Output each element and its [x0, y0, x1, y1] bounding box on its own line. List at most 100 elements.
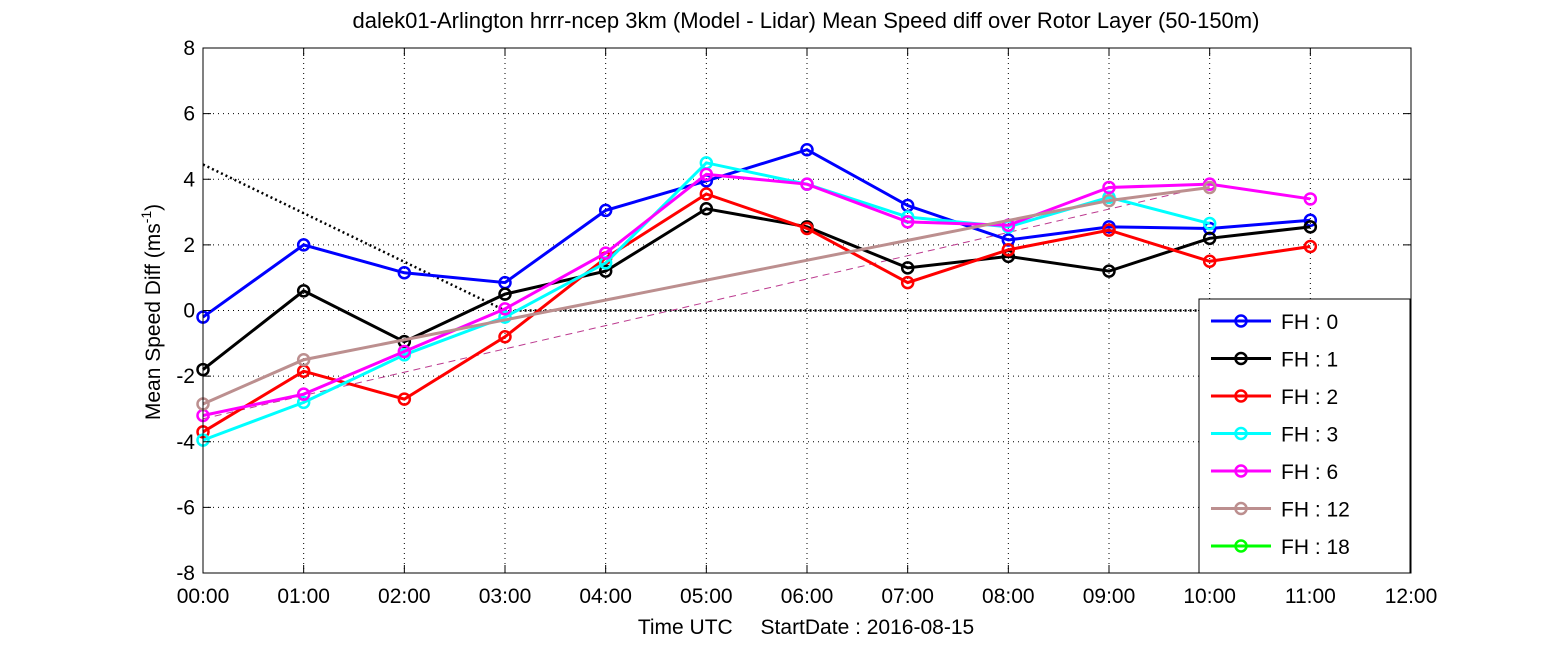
data-point — [1102, 180, 1116, 195]
data-point — [699, 187, 714, 201]
data-point — [900, 275, 915, 290]
x-tick-label: 04:00 — [579, 585, 632, 608]
data-point — [296, 238, 311, 252]
data-point — [1102, 193, 1116, 208]
legend-item: FH : 2 — [1211, 386, 1338, 409]
legend-label: FH : 6 — [1281, 461, 1338, 484]
series-line — [202, 148, 1311, 319]
y-axis-label-superscript: -1 — [138, 211, 154, 224]
x-tick-label: 07:00 — [881, 585, 934, 608]
data-point — [800, 221, 814, 236]
legend-label: FH : 3 — [1281, 424, 1338, 447]
y-tick-label: -2 — [176, 365, 195, 388]
legend-item: FH : 3 — [1211, 424, 1338, 447]
data-point — [900, 261, 915, 275]
x-axis: 00:00 01:00 02:00 03:00 04:00 05:00 06:00 07:00… — [177, 48, 1438, 608]
y-tick-label: -6 — [176, 496, 195, 519]
data-point — [397, 344, 412, 359]
x-tick-label: 01:00 — [277, 585, 330, 608]
data-point — [1102, 223, 1116, 237]
legend-item: FH : 1 — [1211, 349, 1338, 372]
series-fh-1 — [196, 202, 1318, 377]
data-point — [800, 142, 814, 157]
data-point — [900, 215, 915, 229]
data-point — [1202, 216, 1217, 231]
legend-swatch-marker — [1234, 351, 1248, 366]
legend-swatch-marker — [1234, 314, 1248, 328]
x-tick-label: 06:00 — [781, 585, 834, 608]
legend-item: FH : 0 — [1211, 311, 1338, 334]
legend-swatch-marker — [1234, 501, 1248, 516]
data-point — [1303, 213, 1318, 228]
y-tick-label: -8 — [176, 562, 195, 585]
data-point — [1303, 239, 1318, 254]
legend-swatch-marker — [1234, 464, 1248, 478]
y-tick-label: 4 — [183, 168, 195, 191]
y-tick-label: -4 — [176, 431, 195, 454]
legend: FH : 0 FH : 1 FH : 2 FH : 3 FH : 6 FH : 12 FH … — [1198, 298, 1411, 574]
data-point — [296, 352, 311, 367]
x-axis-label: Time UTC StartDate : 2016-08-15 — [638, 616, 974, 639]
data-point — [598, 203, 613, 218]
data-point — [1202, 254, 1217, 269]
data-point — [699, 202, 714, 216]
y-tick-label: 0 — [183, 300, 195, 323]
x-tick-label: 09:00 — [1083, 585, 1136, 608]
legend-label: FH : 0 — [1281, 311, 1338, 334]
x-axis-label-main: Time UTC — [638, 616, 733, 639]
x-tick-label: 11:00 — [1285, 585, 1336, 608]
data-point — [296, 395, 311, 410]
data-point — [1303, 192, 1318, 206]
data-point — [1303, 220, 1318, 234]
legend-label: FH : 2 — [1281, 386, 1338, 409]
data-point — [699, 167, 714, 182]
series-line — [202, 192, 1311, 434]
data-point — [296, 387, 311, 401]
chart-title: dalek01-Arlington hrrr-ncep 3km (Model -… — [353, 8, 1260, 33]
data-point — [800, 177, 814, 191]
legend-item: FH : 6 — [1211, 461, 1338, 484]
data-point — [296, 284, 311, 298]
data-point — [598, 264, 613, 278]
data-point — [1102, 264, 1116, 278]
y-axis-label-close: ) — [142, 204, 165, 211]
legend-label: FH : 12 — [1281, 499, 1350, 522]
legend-item: FH : 18 — [1211, 536, 1350, 559]
y-tick-label: 8 — [183, 37, 195, 60]
data-point — [1001, 243, 1016, 257]
legend-label: FH : 1 — [1281, 349, 1338, 372]
y-axis-label-main: Mean Speed Diff (ms — [142, 223, 165, 420]
x-tick-label: 10:00 — [1183, 585, 1236, 608]
data-point — [598, 246, 613, 260]
data-point — [397, 266, 412, 280]
series-line — [202, 172, 1311, 417]
data-point — [498, 310, 512, 324]
data-point — [397, 392, 412, 406]
y-tick-label: 2 — [183, 234, 195, 257]
legend-swatch-marker — [1234, 539, 1248, 553]
series-fh-6 — [196, 167, 1318, 423]
reference-dashed-line — [202, 185, 1210, 420]
legend-item: FH : 12 — [1211, 499, 1350, 522]
x-tick-label: 05:00 — [680, 585, 733, 608]
data-point — [1202, 231, 1217, 246]
data-point — [1202, 180, 1217, 195]
legend-box — [1198, 298, 1411, 574]
series-fh-12 — [196, 180, 1217, 411]
x-tick-label: 00:00 — [177, 585, 230, 608]
x-tick-label: 02:00 — [378, 585, 431, 608]
y-axis-label: Mean Speed Diff (ms-1) — [138, 204, 165, 420]
series-group — [196, 142, 1318, 447]
legend-swatch-marker — [1234, 389, 1248, 403]
series-line — [202, 207, 1311, 371]
series-line — [202, 161, 1211, 442]
data-point — [498, 302, 512, 316]
x-tick-label: 08:00 — [982, 585, 1035, 608]
data-point — [498, 287, 512, 301]
legend-swatch-marker — [1234, 426, 1248, 441]
x-tick-label: 03:00 — [479, 585, 532, 608]
x-tick-label: 12:00 — [1385, 585, 1438, 608]
legend-label: FH : 18 — [1281, 536, 1350, 559]
data-point — [498, 330, 512, 344]
